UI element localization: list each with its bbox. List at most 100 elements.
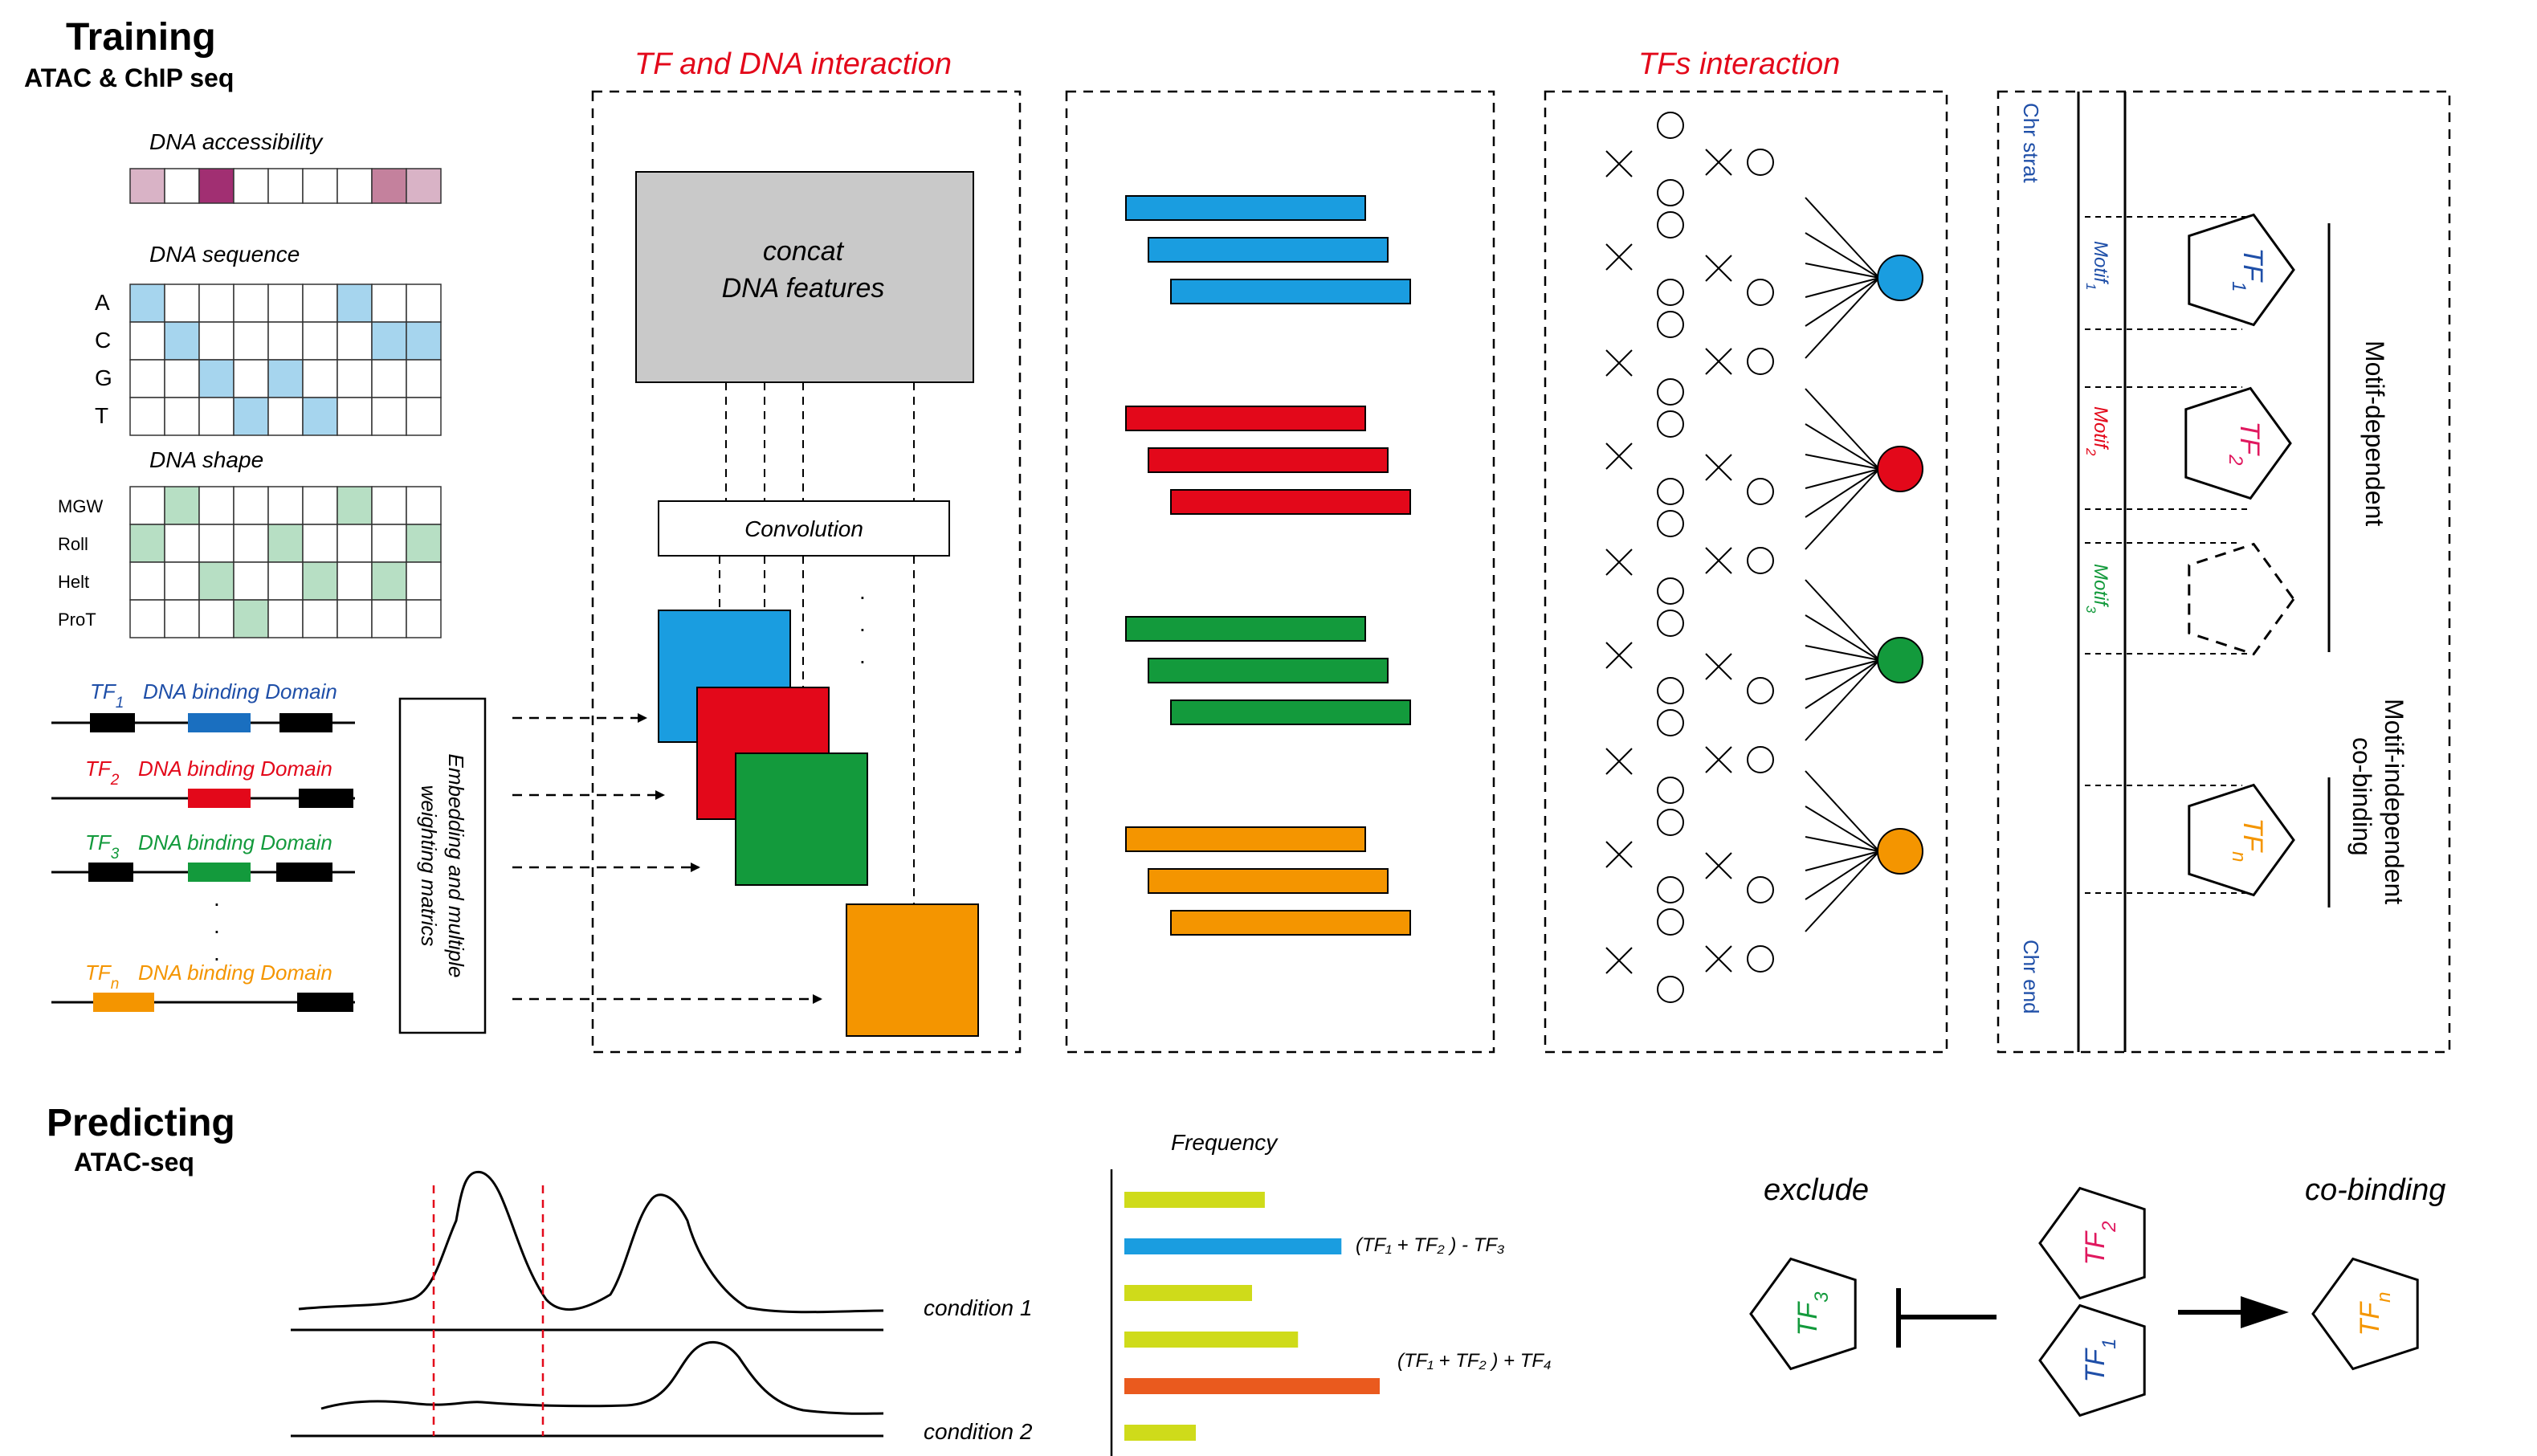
feature-bar-red-2 [1148, 448, 1388, 472]
accessibility-cell [372, 169, 406, 203]
network-edge [1805, 660, 1879, 679]
shape-cell [165, 524, 199, 562]
pentagon-tf2: TF2 [2186, 389, 2290, 499]
annotation-2: (TF₁ + TF₂ ) + TF₄ [1397, 1350, 1552, 1372]
sequence-cell [130, 360, 165, 398]
pentagon-tf3-exclude: TF3 [1751, 1259, 1855, 1369]
sequence-cell [234, 360, 268, 398]
chr-start-label: Chr strat [2019, 103, 2043, 183]
predicting-title: Predicting [47, 1102, 235, 1144]
circle-node-icon [1658, 777, 1683, 803]
chr-end-label: Chr end [2019, 940, 2043, 1014]
sequence-cell [303, 322, 337, 360]
circle-node-icon [1748, 479, 1773, 504]
convolution-label: Convolution [744, 516, 863, 541]
filter-green [736, 753, 867, 885]
filter-dots: . . . [859, 579, 866, 668]
tf3-binding-domain [188, 863, 251, 882]
feature-bar-orange-1 [1126, 827, 1365, 851]
motif1-label: Motif1 [2084, 241, 2112, 290]
condition2-label: condition 2 [924, 1419, 1033, 1444]
cross-icon [1606, 748, 1632, 774]
shape-cell [165, 562, 199, 600]
pentagon-tf1: TF1 [2189, 215, 2294, 325]
accessibility-cell [268, 169, 303, 203]
dna-shape-grid [130, 487, 441, 638]
network-edge [1805, 469, 1879, 488]
shape-row-label: Roll [58, 534, 88, 554]
cross-icon [1706, 946, 1731, 972]
tf2-binding-domain [188, 789, 251, 808]
tf3-right-segment [276, 863, 332, 882]
tfn-right-segment [297, 993, 353, 1012]
dna-shape-label: DNA shape [149, 447, 263, 472]
shape-cell [372, 524, 406, 562]
circle-node-icon [1658, 279, 1683, 305]
svg-text:Embedding and multiple: Embedding and multiple [444, 754, 468, 978]
shape-cell [199, 600, 234, 638]
shape-cell [406, 562, 441, 600]
tfn-name: TFn [85, 960, 119, 993]
sequence-cell [337, 360, 372, 398]
cross-icon [1606, 350, 1632, 376]
tf1-domain-label: DNA binding Domain [143, 679, 337, 704]
circle-node-icon [1748, 877, 1773, 903]
shape-cell [130, 524, 165, 562]
shape-cell [406, 600, 441, 638]
tfs-interaction-panel [1545, 92, 1947, 1052]
cobinding-label: co-binding [2305, 1173, 2445, 1207]
sequence-cell [372, 360, 406, 398]
feature-bar-blue-2 [1148, 238, 1388, 262]
shape-cell [130, 562, 165, 600]
cross-icon [1606, 151, 1632, 177]
feature-bars [1126, 196, 1410, 935]
sequence-cell [372, 398, 406, 435]
sequence-cell [303, 398, 337, 435]
accessibility-cell [337, 169, 372, 203]
feature-bar-green-1 [1126, 617, 1365, 641]
circle-node-icon [1658, 610, 1683, 636]
shape-cell [337, 487, 372, 524]
feature-bar-red-3 [1171, 490, 1410, 514]
shape-cell [199, 562, 234, 600]
sequence-cell [130, 284, 165, 322]
tf-dna-title: TF and DNA interaction [634, 47, 952, 81]
sequence-cell [337, 398, 372, 435]
filter-orange [846, 904, 978, 1036]
shape-row-labels: MGW Roll Helt ProT [58, 496, 103, 630]
sequence-cell [406, 322, 441, 360]
base-labels: ACGT [95, 290, 112, 428]
sequence-cell [234, 284, 268, 322]
cross-icon [1606, 443, 1632, 469]
base-label: T [95, 403, 108, 428]
tf-ellipsis: . . . [214, 886, 220, 965]
circle-node-icon [1748, 279, 1773, 305]
tfn-domain-row: TFn DNA binding Domain [51, 960, 355, 1012]
circle-node-icon [1658, 977, 1683, 1002]
sequence-cell [165, 284, 199, 322]
shape-cell [303, 487, 337, 524]
svg-text:.: . [859, 579, 866, 604]
shape-cell [372, 487, 406, 524]
tf3-domain-label: DNA binding Domain [138, 830, 332, 854]
accessibility-cell [165, 169, 199, 203]
shape-cell [337, 562, 372, 600]
output-node-green [1878, 638, 1923, 683]
base-label: C [95, 328, 111, 353]
dna-accessibility-grid [130, 169, 441, 203]
sequence-cell [199, 284, 234, 322]
circle-node-icon [1748, 747, 1773, 773]
cross-icon [1606, 642, 1632, 668]
frequency-bars [1124, 1192, 1380, 1456]
dna-sequence-grid [130, 284, 441, 435]
output-node-red [1878, 447, 1923, 491]
frequency-bar [1124, 1378, 1380, 1394]
svg-text:.: . [859, 643, 866, 668]
pentagon-tfn: TFn [2189, 785, 2294, 895]
accessibility-cell [303, 169, 337, 203]
shape-cell [337, 524, 372, 562]
base-label: A [95, 290, 110, 315]
circle-node-icon [1748, 678, 1773, 704]
sequence-cell [234, 398, 268, 435]
circle-node-icon [1658, 909, 1683, 935]
